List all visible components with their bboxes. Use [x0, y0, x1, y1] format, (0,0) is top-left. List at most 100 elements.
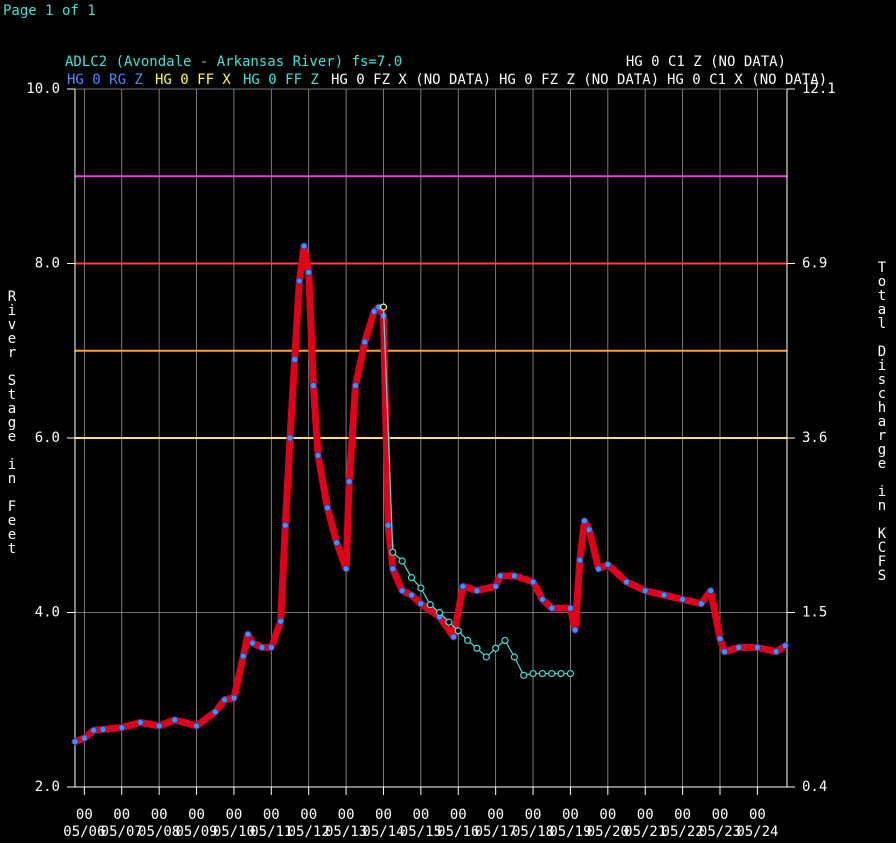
observed-point — [604, 561, 612, 568]
forecast-point — [435, 608, 444, 617]
x-tick-date: 05/22 — [662, 824, 704, 840]
x-tick-hour: 00 — [712, 807, 729, 823]
forecast-point — [501, 636, 509, 645]
x-tick-date: 05/08 — [138, 824, 180, 840]
observed-point — [510, 572, 518, 580]
observed-point — [529, 578, 537, 586]
observed-point — [585, 526, 593, 534]
observed-point — [595, 565, 602, 573]
x-tick-date: 05/15 — [400, 824, 442, 840]
x-tick-date: 05/17 — [475, 824, 517, 840]
observed-point — [239, 652, 247, 660]
observed-point — [538, 596, 546, 603]
observed-point — [230, 694, 238, 702]
observed-point — [171, 716, 179, 724]
observed-point — [389, 565, 397, 573]
x-tick-hour: 00 — [225, 807, 242, 823]
x-tick-hour: 00 — [188, 807, 205, 823]
x-tick-hour: 00 — [151, 807, 168, 823]
observed-point — [450, 633, 457, 641]
observed-point — [323, 504, 331, 512]
observed-point — [496, 572, 504, 580]
x-tick-date: 05/24 — [736, 824, 778, 840]
observed-point — [300, 242, 308, 250]
observed-point — [782, 642, 789, 650]
observed-point — [772, 648, 780, 656]
observed-point — [459, 582, 467, 590]
forecast-point — [426, 601, 434, 609]
forecast-point — [529, 669, 537, 678]
x-tick-hour: 00 — [450, 807, 467, 823]
observed-point — [249, 639, 257, 647]
x-tick-date: 05/18 — [512, 824, 554, 840]
y2-tick-label: 12.1 — [802, 81, 836, 97]
observed-point — [333, 539, 341, 547]
x-tick-hour: 00 — [674, 807, 691, 823]
observed-point — [417, 600, 425, 608]
observed-point — [193, 722, 200, 730]
page-indicator: Page 1 of 1 — [3, 3, 96, 19]
y-tick-label: 4.0 — [35, 605, 60, 621]
x-tick-hour: 00 — [113, 807, 130, 823]
observed-point — [473, 587, 481, 595]
x-tick-date: 05/10 — [213, 824, 255, 840]
observed-point — [735, 644, 743, 651]
observed-point — [567, 604, 574, 612]
legend-entry: HG 0 C1 X (NO DATA) — [667, 72, 827, 88]
legend-entry: HG 0 FZ Z (NO DATA) — [499, 72, 659, 88]
x-tick-date: 05/13 — [325, 824, 367, 840]
observed-point — [118, 724, 126, 732]
forecast-point — [520, 671, 528, 679]
observed-point — [721, 648, 729, 656]
observed-point — [641, 587, 649, 595]
x-tick-date: 05/11 — [250, 824, 292, 840]
observed-point — [277, 617, 285, 625]
observed-point — [258, 644, 266, 651]
x-tick-date: 05/14 — [362, 824, 404, 840]
observed-point — [345, 478, 353, 486]
forecast-point — [482, 653, 490, 661]
observed-point — [305, 268, 313, 276]
observed-point — [211, 708, 219, 716]
x-tick-hour: 00 — [562, 807, 579, 823]
forecast-point — [417, 584, 425, 592]
x-tick-date: 05/09 — [175, 824, 217, 840]
legend-entry: HG 0 FF Z — [243, 72, 319, 88]
observed-point — [679, 596, 687, 603]
y2-tick-label: 3.6 — [802, 430, 827, 446]
x-tick-date: 05/23 — [699, 824, 741, 840]
observed-point — [398, 587, 406, 595]
observed-point — [155, 722, 163, 730]
observed-point — [71, 738, 79, 746]
y-tick-label: 2.0 — [35, 779, 60, 795]
observed-point — [716, 635, 724, 643]
observed-point — [221, 696, 228, 704]
forecast-point — [566, 669, 575, 678]
observed-point — [291, 356, 299, 363]
legend-entry: HG 0 FF X — [155, 72, 231, 88]
observed-point — [80, 734, 88, 742]
y2-tick-label: 6.9 — [802, 256, 827, 272]
x-tick-date: 05/20 — [587, 824, 629, 840]
x-tick-hour: 00 — [76, 807, 93, 823]
observed-point — [281, 521, 289, 529]
forecast-point — [445, 618, 453, 626]
observed-point — [361, 338, 369, 346]
y2-tick-label: 0.4 — [802, 779, 827, 795]
y-tick-label: 10.0 — [26, 81, 60, 97]
observed-point — [295, 277, 303, 285]
observed-point — [99, 726, 107, 733]
x-tick-hour: 00 — [412, 807, 429, 823]
forecast-point — [454, 627, 462, 635]
observed-point — [352, 382, 359, 390]
x-tick-hour: 00 — [300, 807, 317, 823]
observed-point — [384, 521, 392, 529]
forecast-point — [473, 644, 481, 652]
observed-point — [548, 604, 556, 612]
x-tick-hour: 00 — [375, 807, 392, 823]
legend-entry: HG 0 FZ X (NO DATA) — [331, 72, 491, 88]
